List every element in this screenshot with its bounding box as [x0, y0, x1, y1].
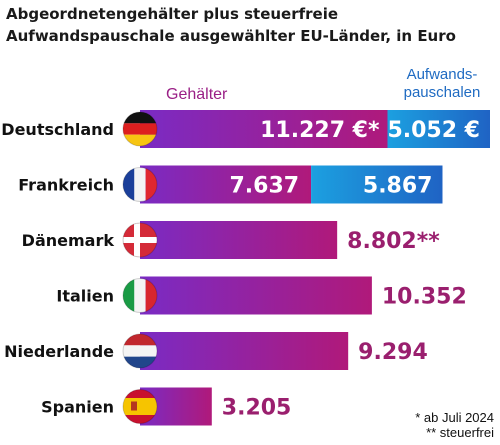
salary-value-label: 11.227 €* [260, 118, 380, 143]
country-label: Niederlande [4, 342, 114, 361]
footnote-2: ** steuerfrei [426, 425, 494, 440]
salary-value-label: 10.352 [382, 285, 467, 310]
chart-title-line-2: Aufwandspauschale ausgewählter EU-Länder… [6, 27, 456, 45]
footnotes: * ab Juli 2024 ** steuerfrei [415, 410, 494, 440]
germany-flag-icon [122, 111, 158, 147]
legend-salaries: Gehälter [166, 86, 228, 103]
legend-allowances-line-2: pauschalen [403, 84, 481, 101]
salary-bar [140, 165, 312, 204]
salary-bar [140, 276, 372, 315]
salary-value-label: 8.802** [347, 229, 440, 254]
chart-title-line-1: Abgeordnetengehälter plus steuerfreie [6, 5, 339, 23]
allowance-value-label: 5.867 [363, 174, 433, 199]
footnote-1: * ab Juli 2024 [415, 410, 494, 425]
country-label: Spanien [41, 398, 114, 417]
salary-value-label: 3.205 [222, 396, 292, 421]
france-flag-icon [122, 167, 158, 202]
salary-bar [140, 221, 338, 259]
allowance-bar [311, 165, 443, 204]
chart-title: Abgeordnetengehälter plus steuerfreie Au… [6, 3, 476, 47]
denmark-flag-icon [122, 222, 158, 258]
legend-allowances-line-1: Aufwands- [406, 66, 478, 83]
country-label: Italien [56, 287, 114, 306]
allowance-bar [387, 110, 490, 148]
salary-bar [140, 332, 349, 370]
salary-value-label: 9.294 [358, 340, 428, 365]
legend-allowances: Aufwands- pauschalen [387, 66, 497, 102]
allowance-value-label: 5.052 € [387, 118, 480, 143]
netherlands-flag-icon [122, 333, 158, 369]
country-label: Dänemark [22, 231, 115, 250]
salary-bar [140, 110, 392, 148]
salary-value-label: 7.637 [229, 174, 299, 199]
spain-flag-icon [122, 389, 158, 424]
italy-flag-icon [122, 278, 158, 313]
country-label: Deutschland [1, 120, 114, 139]
country-label: Frankreich [18, 176, 114, 195]
